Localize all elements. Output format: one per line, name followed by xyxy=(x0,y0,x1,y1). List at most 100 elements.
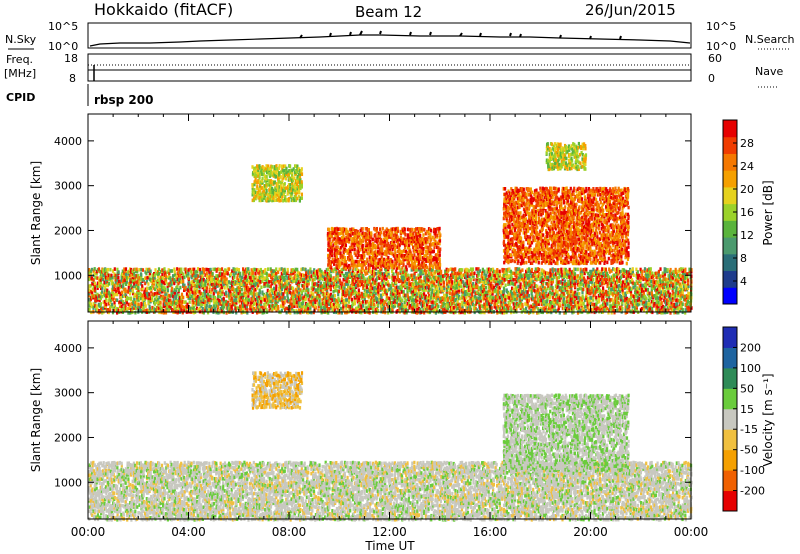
power-cell xyxy=(604,304,607,308)
power-cell xyxy=(450,277,453,282)
power-cell xyxy=(647,298,650,302)
power-cell xyxy=(500,276,503,280)
power-cell xyxy=(140,276,143,280)
power-cell xyxy=(411,277,415,282)
power-cell xyxy=(238,290,241,294)
power-cell xyxy=(252,306,256,311)
power-cell xyxy=(127,296,130,301)
power-cell xyxy=(568,308,571,312)
power-cell xyxy=(102,300,105,304)
power-cell xyxy=(473,303,476,308)
power-cell xyxy=(112,294,115,298)
power-cell xyxy=(406,292,409,296)
power-cell xyxy=(549,294,552,298)
power-cell xyxy=(287,298,290,303)
power-cell xyxy=(334,304,337,309)
power-cell xyxy=(332,269,335,274)
power-cell xyxy=(103,299,106,304)
power-cell xyxy=(261,306,264,310)
power-cell xyxy=(487,296,490,301)
power-cell xyxy=(143,289,147,294)
power-cell xyxy=(461,304,464,309)
power-cell xyxy=(236,290,239,294)
power-cell xyxy=(184,300,187,304)
power-cell xyxy=(118,279,121,284)
power-cell xyxy=(454,283,457,288)
power-cell xyxy=(336,276,339,280)
power-cell xyxy=(497,304,500,309)
power-cell xyxy=(303,277,306,282)
power-cell xyxy=(459,274,462,278)
power-cell xyxy=(572,304,575,309)
power-cell xyxy=(157,271,161,276)
power-cell xyxy=(275,300,278,304)
power-cell xyxy=(366,280,369,284)
power-cell xyxy=(282,268,285,272)
power-cell xyxy=(91,267,94,272)
power-cell xyxy=(462,290,465,294)
power-cell xyxy=(205,271,208,276)
power-cell xyxy=(485,298,488,303)
power-cell xyxy=(145,288,148,293)
power-cell xyxy=(600,304,603,308)
power-cell xyxy=(599,288,602,293)
power-cell xyxy=(378,268,382,272)
power-cell xyxy=(278,294,281,298)
power-cell xyxy=(520,297,523,302)
power-cell xyxy=(514,291,517,296)
power-cell xyxy=(490,276,493,280)
power-cell xyxy=(430,306,433,311)
power-cell xyxy=(613,310,616,315)
power-cell xyxy=(598,299,601,304)
power-cell xyxy=(240,295,243,300)
power-cell xyxy=(97,302,100,307)
power-cell xyxy=(414,279,417,284)
power-cell xyxy=(405,267,408,272)
power-cell xyxy=(207,268,210,272)
power-cell xyxy=(647,308,651,313)
power-cell xyxy=(310,299,313,304)
power-cell xyxy=(538,267,541,272)
power-cell xyxy=(174,306,177,311)
power-cell xyxy=(589,269,592,274)
power-cell xyxy=(195,273,198,278)
power-cell xyxy=(521,302,524,307)
power-cell xyxy=(419,291,422,296)
power-cell xyxy=(187,271,190,276)
power-cell xyxy=(212,296,215,301)
power-cell xyxy=(624,298,627,303)
power-cell xyxy=(533,303,536,308)
power-cell xyxy=(377,270,380,274)
power-cell xyxy=(459,296,462,301)
power-cell xyxy=(437,271,440,275)
power-cell xyxy=(169,294,172,298)
power-cell xyxy=(423,306,426,310)
power-cell xyxy=(266,300,269,304)
power-cell xyxy=(188,292,191,297)
power-cell xyxy=(546,275,549,280)
power-cell xyxy=(355,306,358,311)
power-cell xyxy=(139,282,142,286)
power-cell xyxy=(598,283,601,288)
power-cell xyxy=(452,306,455,310)
power-cell xyxy=(595,295,598,300)
power-cell xyxy=(583,271,586,276)
power-cell xyxy=(581,272,584,276)
power-cell xyxy=(607,275,610,279)
power-cell xyxy=(240,287,243,292)
power-cell xyxy=(272,272,275,276)
power-cell xyxy=(347,279,350,284)
power-cell xyxy=(229,298,232,303)
power-cell xyxy=(161,272,164,276)
power-cell xyxy=(194,270,197,274)
power-cell xyxy=(389,304,392,309)
power-cell xyxy=(491,289,494,294)
power-cell xyxy=(236,276,239,280)
power-cell xyxy=(371,298,375,303)
power-cell xyxy=(377,300,380,305)
power-cell xyxy=(440,304,443,309)
power-cell xyxy=(615,300,619,304)
power-cell xyxy=(241,306,245,311)
power-cell xyxy=(321,298,324,302)
power-cell xyxy=(423,288,426,293)
